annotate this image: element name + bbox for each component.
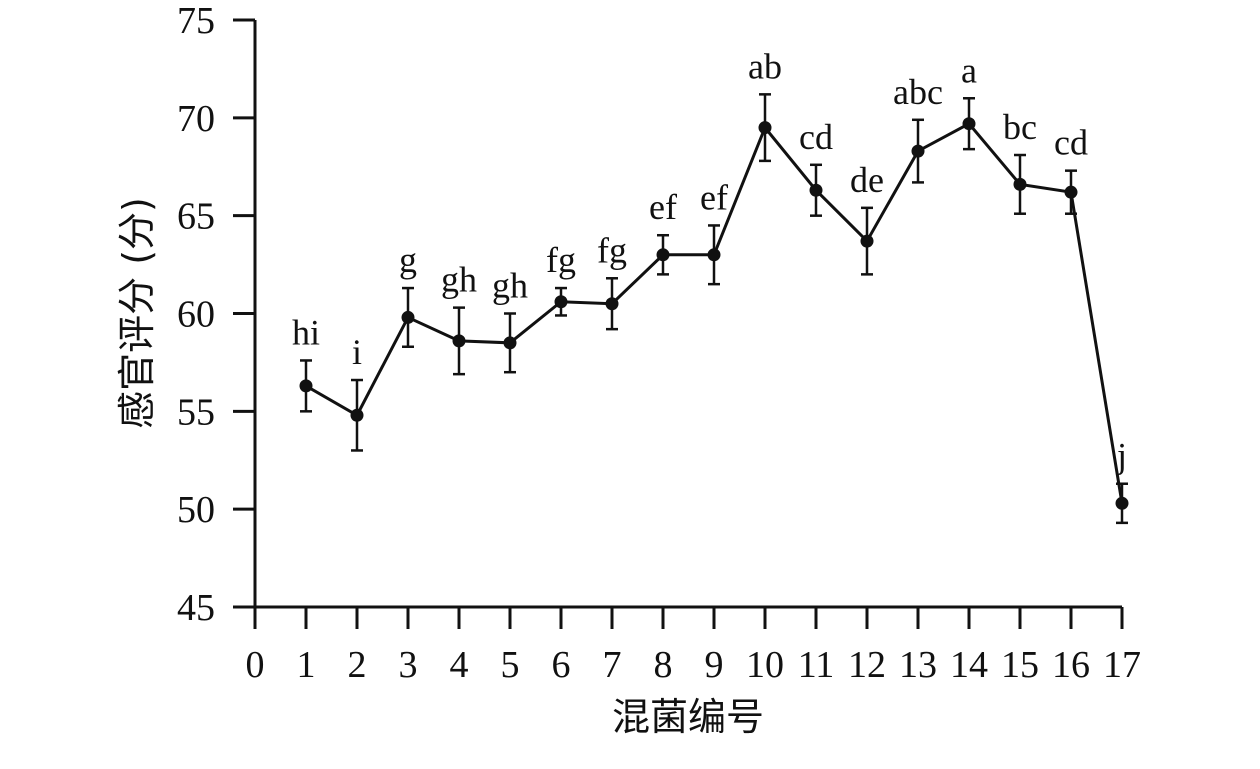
- significance-label: i: [352, 332, 362, 372]
- data-point: [452, 334, 466, 348]
- x-tick-label: 12: [848, 644, 886, 686]
- significance-label: de: [850, 160, 884, 200]
- y-tick-label: 45: [177, 587, 215, 629]
- data-point: [299, 379, 313, 393]
- x-ticks: 0 1 2 3 4 5 6 7 8 9 10 11 12 13 14 15 16 17: [246, 607, 1141, 686]
- data-point: [605, 297, 619, 311]
- significance-label: abc: [893, 72, 943, 112]
- y-tick-label: 65: [177, 196, 215, 238]
- axes: [253, 20, 1122, 609]
- data-point: [1115, 496, 1129, 510]
- x-tick-label: 17: [1103, 644, 1141, 686]
- x-tick-label: 6: [552, 644, 571, 686]
- significance-label: fg: [546, 240, 576, 280]
- y-tick-label: 60: [177, 294, 215, 336]
- x-tick-label: 3: [399, 644, 418, 686]
- x-tick-label: 15: [1001, 644, 1039, 686]
- series-layer: [299, 93, 1129, 525]
- x-tick-label: 8: [654, 644, 673, 686]
- x-tick-label: 14: [950, 644, 988, 686]
- significance-label: ab: [748, 46, 782, 86]
- data-point: [656, 248, 670, 262]
- data-point: [350, 408, 364, 422]
- significance-label: ef: [649, 187, 677, 227]
- significance-label: a: [961, 50, 977, 90]
- x-tick-label: 4: [450, 644, 469, 686]
- x-tick-label: 2: [348, 644, 367, 686]
- significance-label: cd: [1054, 123, 1088, 163]
- x-tick-label: 13: [899, 644, 937, 686]
- significance-label: g: [399, 240, 417, 280]
- data-point: [911, 144, 925, 158]
- y-tick-label: 70: [177, 98, 215, 140]
- data-point: [554, 295, 568, 309]
- y-tick-label: 50: [177, 489, 215, 531]
- data-point: [503, 336, 517, 350]
- data-point: [860, 234, 874, 248]
- significance-label: bc: [1003, 107, 1037, 147]
- significance-label: gh: [492, 266, 528, 306]
- significance-label: fg: [597, 230, 627, 270]
- x-tick-label: 11: [798, 644, 835, 686]
- significance-label: gh: [441, 260, 477, 300]
- data-point: [401, 310, 415, 324]
- data-point: [1064, 185, 1078, 199]
- y-tick-label: 55: [177, 391, 215, 433]
- x-tick-label: 10: [746, 644, 784, 686]
- significance-label: hi: [292, 312, 320, 352]
- significance-label: j: [1115, 436, 1127, 476]
- y-axis-title: 感官评分 (分): [115, 197, 159, 429]
- significance-label: ef: [700, 177, 728, 217]
- x-tick-label: 5: [501, 644, 520, 686]
- y-tick-label: 75: [177, 0, 215, 42]
- y-ticks: 45 50 55 60 65 70 75: [177, 0, 255, 629]
- x-tick-label: 7: [603, 644, 622, 686]
- significance-label: cd: [799, 117, 833, 157]
- x-tick-label: 16: [1052, 644, 1090, 686]
- data-point: [1013, 177, 1027, 191]
- x-axis-title: 混菌编号: [612, 695, 764, 739]
- data-point: [707, 248, 721, 262]
- x-tick-label: 9: [705, 644, 724, 686]
- x-tick-label: 0: [246, 644, 265, 686]
- data-point: [758, 121, 772, 135]
- data-point: [962, 117, 976, 131]
- data-point: [809, 183, 823, 197]
- x-tick-label: 1: [297, 644, 316, 686]
